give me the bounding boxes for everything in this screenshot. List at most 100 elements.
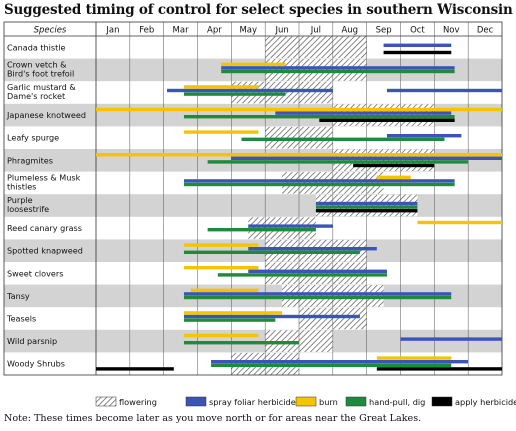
species-label-2: Garlic mustard & Dame's rocket: [7, 82, 76, 101]
bar-handpull-9-2: [183, 250, 360, 254]
species-label-7: Purple loosestrife: [7, 195, 49, 214]
legend-label-flowering: flowering: [119, 397, 157, 407]
bar-cut-7-2: [315, 209, 418, 213]
bar-burn-14-1: [376, 356, 452, 360]
bar-spray-1-0: [221, 66, 455, 70]
month-label-oct: Oct: [410, 26, 425, 36]
legend-swatch-flowering: [95, 396, 117, 407]
month-label-may: May: [239, 26, 257, 36]
month-label-feb: Feb: [139, 26, 154, 36]
bar-spray-6-0: [183, 179, 455, 183]
bar-burn-3-1: [96, 107, 502, 112]
bar-cut-14-4: [376, 367, 502, 371]
bar-spray-12-0: [183, 314, 360, 319]
month-label-apr: Apr: [207, 26, 222, 36]
bar-handpull-5-2: [207, 160, 469, 164]
bar-cut-14-3: [96, 367, 174, 371]
month-label-nov: Nov: [443, 26, 460, 36]
bar-handpull-13-2: [183, 341, 299, 345]
bar-handpull-1-2: [221, 69, 455, 74]
chart-title: Suggested timing of control for select s…: [4, 2, 513, 18]
bar-spray-2-0: [167, 88, 333, 93]
month-label-aug: Aug: [341, 26, 358, 36]
bar-spray-5-0: [231, 156, 503, 160]
bar-burn-13-1: [183, 333, 259, 338]
bar-burn-9-1: [183, 243, 259, 247]
bar-handpull-11-2: [183, 295, 452, 300]
legend-swatch-spray: [185, 396, 207, 407]
bar-burn-11-1: [190, 288, 259, 292]
species-label-6: Plumeless & Musk thistles: [7, 173, 81, 192]
bar-burn-12-1: [183, 311, 283, 315]
bar-spray-7-0: [315, 201, 418, 206]
species-label-line: Purple: [7, 195, 33, 205]
species-label-9: Spotted knapweed: [7, 246, 83, 256]
species-label-line: Garlic mustard &: [7, 82, 76, 92]
species-label-5: Phragmites: [7, 155, 53, 165]
bar-handpull-3-2: [183, 115, 455, 119]
species-label-line: Plumeless & Musk: [7, 173, 81, 183]
bar-handpull-14-2: [211, 363, 452, 367]
month-label-jul: Jul: [310, 26, 321, 36]
month-label-sep: Sep: [376, 26, 392, 36]
bar-spray-3-0: [275, 111, 452, 115]
species-label-0: Canada thistle: [7, 42, 66, 52]
species-label-line: Bird's foot trefoil: [7, 69, 74, 79]
shaded-row-7: [4, 194, 502, 217]
legend-label-handpull: hand-pull, dig: [369, 397, 425, 407]
bar-handpull-7-1: [315, 205, 418, 209]
bar-burn-6-1: [376, 175, 411, 179]
bar-cut-0-1: [383, 50, 452, 55]
species-label-10: Sweet clovers: [7, 268, 63, 278]
bar-burn-4-1: [183, 130, 259, 134]
species-label-line: loosestrife: [7, 204, 49, 214]
species-label-11: Tansy: [6, 291, 30, 301]
bar-spray-10-0: [248, 269, 387, 273]
species-label-8: Reed canary grass: [7, 223, 82, 233]
legend-label-burn: burn: [319, 397, 338, 407]
species-header: Species: [34, 26, 67, 36]
species-label-14: Woody Shrubs: [7, 359, 65, 369]
bar-spray-8-0: [248, 224, 333, 228]
bar-handpull-10-2: [217, 273, 387, 277]
bar-burn-8-1: [417, 220, 502, 225]
bar-handpull-8-2: [207, 228, 316, 232]
bar-cut-5-3: [353, 163, 435, 168]
legend-swatch-burn: [295, 396, 317, 407]
footnote: Note: These times become later as you mo…: [4, 413, 422, 424]
bar-burn-10-1: [183, 266, 259, 270]
month-label-mar: Mar: [173, 26, 190, 36]
species-label-4: Leafy spurge: [7, 133, 59, 143]
bar-cut-3-3: [319, 118, 455, 122]
month-label-jun: Jun: [274, 26, 288, 36]
bar-burn-2-2: [183, 85, 259, 89]
species-label-line: Crown vetch &: [7, 60, 67, 70]
flowering-0-0: [265, 36, 367, 59]
species-label-12: Teasels: [6, 314, 36, 324]
bar-spray-11-0: [183, 292, 452, 296]
bar-spray-9-0: [248, 247, 377, 251]
bar-spray-2-1: [386, 88, 502, 93]
legend-swatch-handpull: [345, 396, 367, 407]
species-label-13: Wild parsnip: [7, 336, 57, 346]
month-label-dec: Dec: [477, 26, 494, 36]
bar-handpull-4-2: [241, 137, 445, 141]
legend-swatch-cut: [431, 396, 453, 407]
species-label-line: thistles: [7, 182, 36, 192]
chart-frame: [3, 21, 503, 376]
species-label-line: Dame's rocket: [7, 91, 65, 101]
species-label-3: Japanese knotweed: [6, 110, 86, 120]
legend-label-spray: spray foliar herbicide: [209, 397, 296, 407]
bar-spray-0-0: [383, 43, 452, 47]
bar-burn-1-1: [221, 62, 286, 66]
species-label-1: Crown vetch & Bird's foot trefoil: [7, 60, 74, 79]
bar-handpull-2-3: [183, 92, 286, 96]
bar-spray-4-0: [386, 134, 462, 138]
month-label-jan: Jan: [105, 26, 119, 36]
bar-spray-14-0: [211, 360, 469, 364]
bar-spray-13-0: [400, 337, 502, 341]
bar-handpull-6-2: [183, 182, 455, 187]
legend-label-cut: apply herbicide to cut stems: [455, 397, 516, 407]
